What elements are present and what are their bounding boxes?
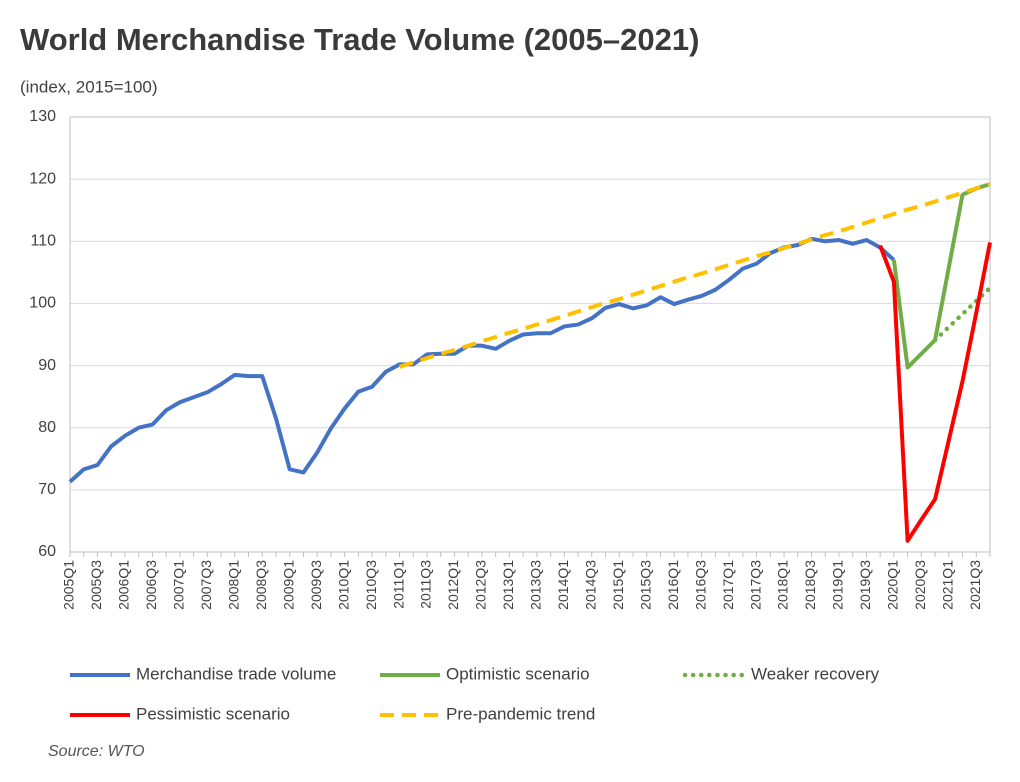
x-tick-label: 2012Q3: [473, 560, 489, 610]
x-tick-label: 2015Q3: [637, 560, 653, 610]
x-tick-label: 2010Q1: [335, 560, 351, 610]
legend-label: Pessimistic scenario: [136, 704, 290, 723]
x-tick-label: 2007Q3: [198, 560, 214, 610]
x-tick-label: 2006Q1: [116, 560, 132, 610]
chart-subtitle: (index, 2015=100): [20, 77, 158, 96]
y-tick-label: 100: [29, 295, 56, 312]
x-tick-label: 2008Q1: [225, 560, 241, 610]
x-tick-label: 2019Q1: [830, 560, 846, 610]
x-tick-label: 2005Q1: [61, 560, 77, 610]
plot-border: [69, 116, 991, 553]
x-tick-label: 2020Q1: [885, 560, 901, 610]
x-tick-label: 2006Q3: [143, 560, 159, 610]
x-tick-label: 2018Q3: [802, 560, 818, 610]
series-line: [891, 182, 991, 370]
y-tick-label: 130: [29, 108, 56, 125]
x-tick-label: 2013Q1: [500, 560, 516, 610]
x-tick-label: 2007Q1: [171, 560, 187, 610]
x-tick-label: 2019Q3: [857, 560, 873, 610]
x-tick-label: 2014Q3: [582, 560, 598, 610]
x-tick-label: 2021Q3: [967, 560, 983, 610]
chart-title: World Merchandise Trade Volume (2005–202…: [20, 22, 699, 57]
x-tick-label: 2010Q3: [363, 560, 379, 610]
series-line: [878, 242, 992, 543]
y-tick-label: 80: [38, 419, 56, 436]
x-tick-label: 2011Q1: [390, 560, 406, 609]
y-tick-label: 90: [38, 357, 56, 374]
y-tick-label: 60: [38, 543, 56, 560]
series-line: [68, 236, 896, 484]
x-tick-label: 2005Q3: [88, 560, 104, 610]
legend-label: Weaker recovery: [751, 664, 880, 683]
x-tick-label: 2020Q3: [912, 560, 928, 610]
legend-label: Merchandise trade volume: [136, 664, 336, 683]
series-line: [398, 182, 991, 369]
x-tick-label: 2014Q1: [555, 560, 571, 610]
y-tick-label: 110: [30, 233, 56, 250]
x-tick-label: 2016Q1: [665, 560, 681, 610]
x-tick-label: 2012Q1: [445, 560, 461, 610]
x-tick-label: 2009Q1: [280, 560, 296, 610]
x-tick-label: 2015Q1: [610, 560, 626, 610]
x-tick-label: 2013Q3: [528, 560, 544, 610]
x-tick-label: 2009Q3: [308, 560, 324, 610]
y-tick-label: 120: [29, 170, 56, 187]
y-tick-label: 70: [38, 481, 56, 498]
x-tick-label: 2016Q3: [692, 560, 708, 610]
x-tick-label: 2011Q3: [418, 560, 434, 609]
x-tick-label: 2017Q1: [720, 560, 736, 610]
legend-label: Optimistic scenario: [446, 664, 590, 683]
source: Source: WTO: [48, 743, 145, 760]
x-tick-label: 2017Q3: [747, 560, 763, 610]
x-tick-label: 2008Q3: [253, 560, 269, 610]
legend-label: Pre-pandemic trend: [446, 704, 595, 723]
x-tick-label: 2021Q1: [940, 560, 956, 610]
x-tick-label: 2018Q1: [775, 560, 791, 610]
